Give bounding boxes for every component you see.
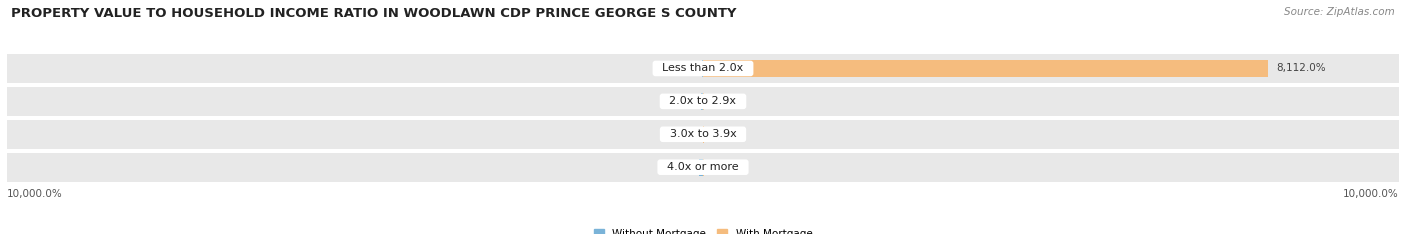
- Bar: [7, 87, 1399, 116]
- Text: Source: ZipAtlas.com: Source: ZipAtlas.com: [1284, 7, 1395, 17]
- Text: 8,112.0%: 8,112.0%: [1275, 63, 1326, 73]
- Text: 10,000.0%: 10,000.0%: [7, 189, 63, 199]
- Text: 16.6%: 16.6%: [661, 63, 693, 73]
- Bar: [7, 153, 1399, 182]
- Text: 2.0x to 2.9x: 2.0x to 2.9x: [662, 96, 744, 106]
- Text: 3.0x to 3.9x: 3.0x to 3.9x: [662, 129, 744, 139]
- Bar: [703, 60, 1268, 77]
- Bar: [7, 120, 1399, 149]
- Text: 19.9%: 19.9%: [713, 96, 745, 106]
- Text: 4.0x or more: 4.0x or more: [661, 162, 745, 172]
- Text: Less than 2.0x: Less than 2.0x: [655, 63, 751, 73]
- Bar: [699, 159, 703, 176]
- Text: 21.2%: 21.2%: [713, 129, 747, 139]
- Bar: [7, 54, 1399, 83]
- Text: 51.6%: 51.6%: [658, 162, 692, 172]
- Text: 15.4%: 15.4%: [713, 162, 745, 172]
- Bar: [702, 93, 703, 110]
- Text: 5.1%: 5.1%: [668, 129, 695, 139]
- Legend: Without Mortgage, With Mortgage: Without Mortgage, With Mortgage: [593, 229, 813, 234]
- Bar: [703, 126, 704, 143]
- Text: 26.6%: 26.6%: [659, 96, 693, 106]
- Text: PROPERTY VALUE TO HOUSEHOLD INCOME RATIO IN WOODLAWN CDP PRINCE GEORGE S COUNTY: PROPERTY VALUE TO HOUSEHOLD INCOME RATIO…: [11, 7, 737, 20]
- Text: 10,000.0%: 10,000.0%: [1343, 189, 1399, 199]
